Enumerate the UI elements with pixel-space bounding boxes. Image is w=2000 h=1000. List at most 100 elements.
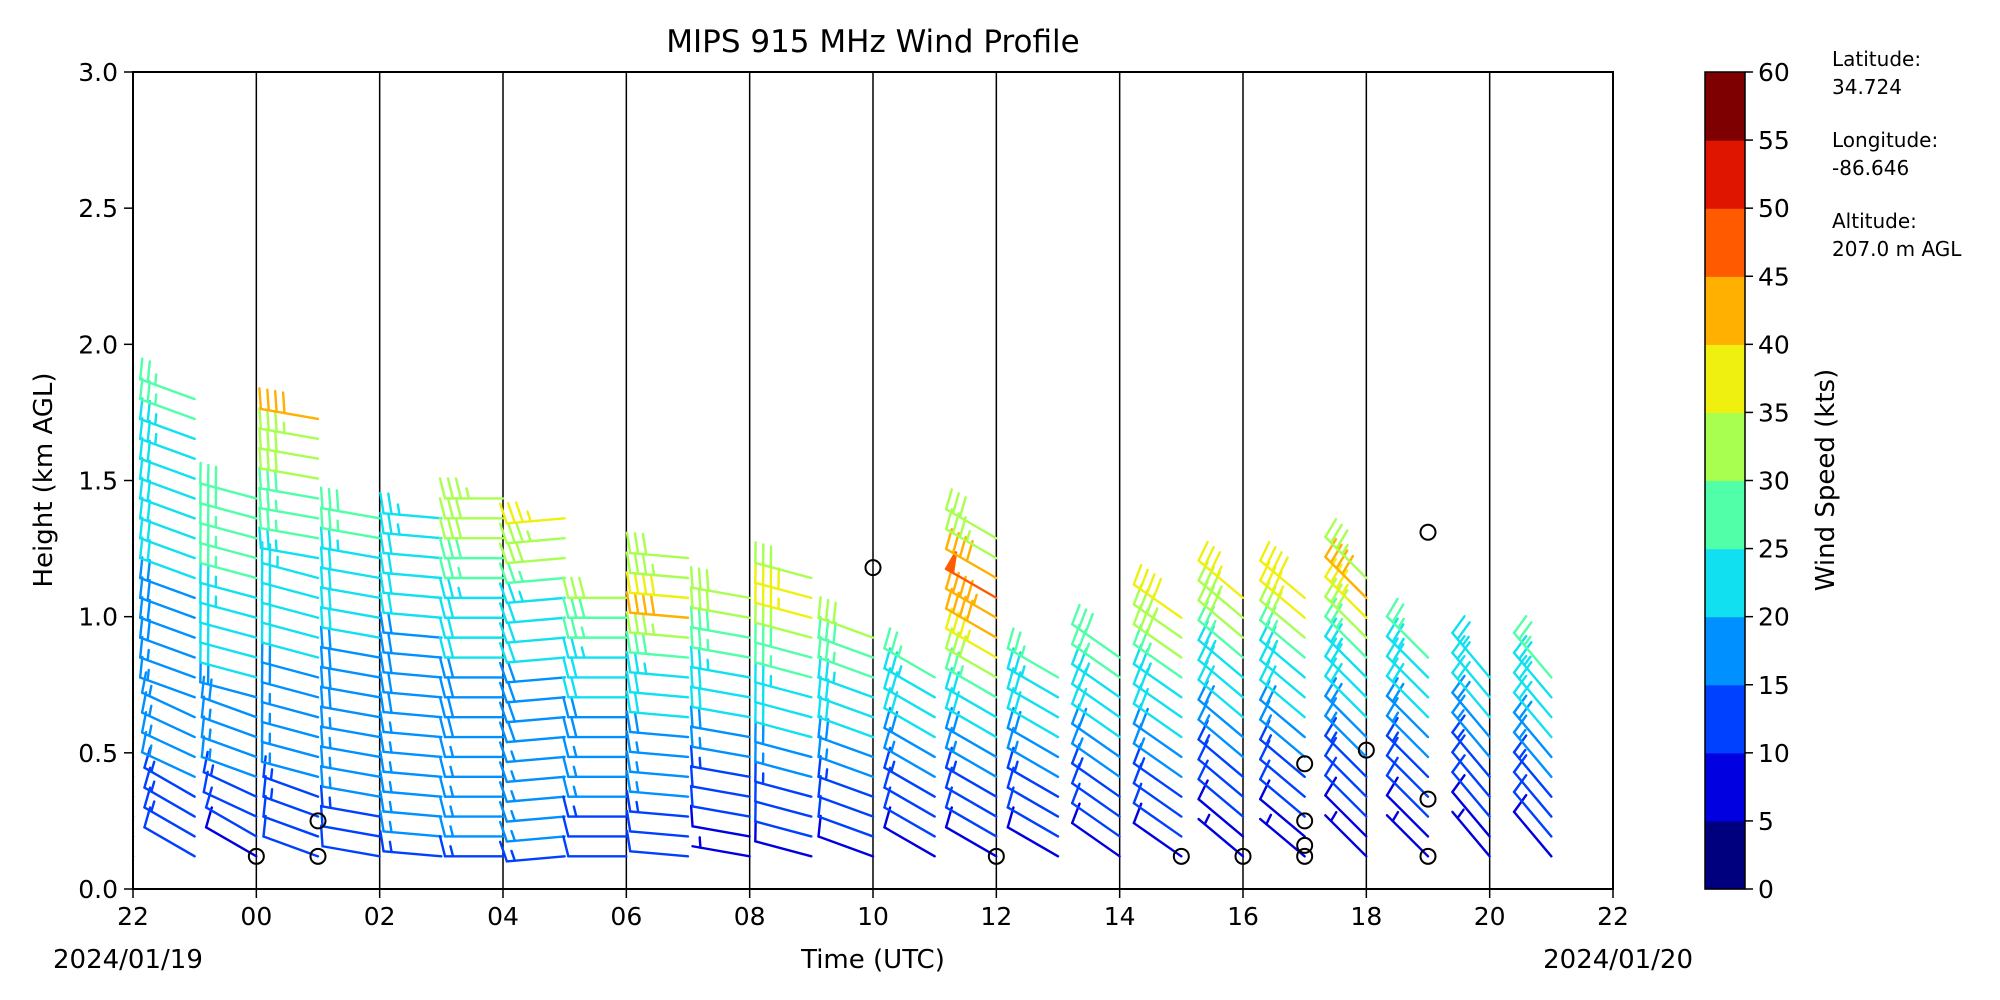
wind-barb xyxy=(625,551,690,580)
wind-barb xyxy=(258,466,320,500)
wind-barb xyxy=(319,506,381,540)
wind-barb xyxy=(1197,699,1245,759)
wind-barb xyxy=(438,715,505,739)
y-tick-label: 3.0 xyxy=(78,58,118,87)
longitude-value: -86.646 xyxy=(1832,156,1910,180)
x-tick-label: 20 xyxy=(1474,902,1506,931)
wind-barb xyxy=(138,377,196,421)
wind-barb xyxy=(133,715,135,719)
wind-barb xyxy=(258,446,320,480)
wind-barb xyxy=(438,636,505,659)
wind-barb xyxy=(199,461,258,500)
wind-barb xyxy=(133,576,135,580)
wind-barb xyxy=(379,690,443,719)
wind-barb xyxy=(133,457,135,460)
wind-barb xyxy=(1451,754,1491,818)
wind-barb xyxy=(625,531,690,560)
x-tick-label: 02 xyxy=(364,902,396,931)
colorbar-band xyxy=(1705,480,1745,550)
wind-barb xyxy=(379,611,443,639)
x-date-right: 2024/01/20 xyxy=(1543,945,1693,975)
wind-barb xyxy=(562,695,628,719)
wind-barb xyxy=(754,640,813,679)
x-tick-label: 04 xyxy=(487,902,519,931)
wind-barb xyxy=(1197,660,1245,719)
wind-barb xyxy=(1006,627,1060,679)
wind-barb xyxy=(1385,597,1430,659)
wind-barb xyxy=(319,685,381,719)
x-tick-label: 16 xyxy=(1227,902,1259,931)
y-tick-label: 1.0 xyxy=(78,603,118,632)
x-tick-label: 00 xyxy=(240,902,272,931)
wind-barb xyxy=(562,676,628,699)
wind-barb xyxy=(625,690,690,719)
colorbar-tick-label: 30 xyxy=(1758,467,1790,496)
calm-marker xyxy=(1296,812,1314,830)
wind-barb xyxy=(319,665,381,699)
wind-barb xyxy=(1197,759,1245,818)
colorbar-tick-label: 20 xyxy=(1758,603,1790,632)
wind-barb xyxy=(133,853,135,858)
wind-barb xyxy=(1324,518,1368,580)
wind-barb xyxy=(319,804,381,838)
wind-barb xyxy=(754,541,813,580)
wind-barb xyxy=(498,800,566,823)
wind-barb xyxy=(438,795,505,818)
wind-barb xyxy=(754,759,813,798)
wind-barb xyxy=(262,775,320,818)
wind-barb xyxy=(199,541,258,580)
x-tick-label: 22 xyxy=(1597,902,1629,931)
y-tick-label: 2.5 xyxy=(78,194,118,223)
wind-barb xyxy=(754,620,813,659)
wind-barb xyxy=(689,744,751,778)
wind-barb xyxy=(199,600,258,639)
wind-barb xyxy=(817,794,875,838)
wind-barb xyxy=(754,600,813,639)
colorbar-band xyxy=(1705,548,1745,618)
wind-barb xyxy=(625,809,690,838)
wind-barb xyxy=(817,755,875,798)
wind-barb xyxy=(199,521,258,560)
wind-barb xyxy=(138,496,196,540)
wind-barb xyxy=(260,720,320,759)
wind-barb xyxy=(1324,637,1368,699)
wind-barb xyxy=(319,486,381,520)
wind-barb xyxy=(1385,810,1430,858)
wind-barb xyxy=(498,581,566,605)
wind-barb xyxy=(944,488,998,540)
wind-barb xyxy=(625,730,690,759)
wind-barb xyxy=(1070,603,1121,659)
wind-barb xyxy=(689,605,751,639)
wind-barb xyxy=(1197,640,1245,699)
wind-barb xyxy=(817,635,875,679)
x-tick-label: 12 xyxy=(980,902,1012,931)
wind-barb xyxy=(1451,734,1491,798)
wind-barb xyxy=(138,556,196,600)
wind-barb xyxy=(498,741,566,764)
wind-barb xyxy=(260,700,320,739)
wind-barb xyxy=(754,680,813,719)
y-tick-label: 2.0 xyxy=(78,330,118,359)
wind-barb xyxy=(262,755,320,798)
wind-barb xyxy=(498,661,566,684)
wind-barb xyxy=(754,660,813,699)
wind-barb xyxy=(689,725,751,759)
x-date-left: 2024/01/19 xyxy=(53,945,203,975)
wind-barb xyxy=(319,705,381,739)
colorbar-band xyxy=(1705,412,1745,482)
plot-area: 22 00 02 04 06 08 10 12 14 16 18 20 22 0.0 0.5 1.0 1.5 2… xyxy=(78,58,1629,931)
wind-barb xyxy=(202,750,258,798)
wind-barb xyxy=(498,820,566,843)
wind-barb xyxy=(1324,537,1368,600)
wind-barb xyxy=(625,750,690,778)
wind-barb xyxy=(438,497,505,520)
wind-barb xyxy=(438,755,505,778)
wind-barb xyxy=(1385,776,1430,838)
x-axis-ticks: 22 00 02 04 06 08 10 12 14 16 18 20 22 xyxy=(117,889,1629,931)
wind-barb xyxy=(1197,540,1245,600)
wind-barb xyxy=(817,814,875,858)
wind-barb xyxy=(817,675,875,719)
latitude-label: Latitude: xyxy=(1832,47,1922,71)
wind-barb xyxy=(754,700,813,739)
wind-barb xyxy=(498,541,566,565)
